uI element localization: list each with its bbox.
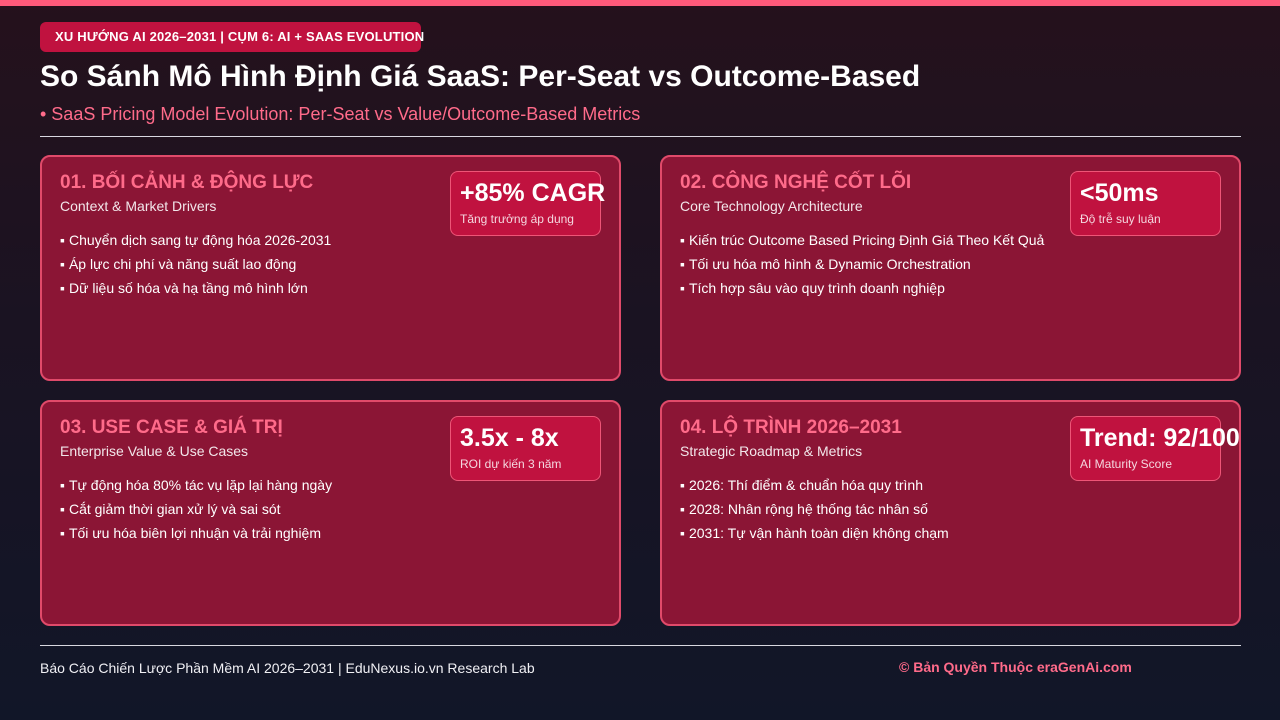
card-subtitle: Core Technology Architecture (680, 198, 863, 214)
list-item: ▪ 2031: Tự vận hành toàn diện không chạm (680, 525, 949, 541)
card-context: 01. BỐI CẢNH & ĐỘNG LỰC Context & Market… (40, 155, 621, 381)
metric-label: AI Maturity Score (1080, 457, 1173, 471)
list-item: ▪ Tự động hóa 80% tác vụ lặp lại hàng ngà… (60, 477, 333, 493)
metric-value: <50ms (1080, 179, 1159, 207)
metric-value: 3.5x - 8x (460, 424, 559, 452)
bullet-icon: ▪ (60, 477, 65, 493)
list-item: ▪ Chuyển dịch sang tự động hóa 2026-2031 (60, 232, 332, 248)
card-title: 01. BỐI CẢNH & ĐỘNG LỰC (60, 172, 314, 193)
card-subtitle: Strategic Roadmap & Metrics (680, 443, 863, 459)
bullet-icon: ▪ (680, 256, 685, 272)
card-bullet-list: ▪ Kiến trúc Outcome Based Pricing Định Gi… (680, 228, 1044, 300)
metric-label: ROI dự kiến 3 năm (460, 457, 562, 471)
list-item: ▪ 2028: Nhân rộng hệ thống tác nhân số (680, 501, 928, 517)
page-subtitle: • SaaS Pricing Model Evolution: Per-Seat… (40, 104, 641, 124)
bullet-icon: ▪ (60, 525, 65, 541)
card-roadmap: 04. LỘ TRÌNH 2026–2031 Strategic Roadmap… (660, 400, 1241, 626)
metric-value: +85% CAGR (460, 179, 606, 207)
card-title: 02. CÔNG NGHỆ CỐT LÕI (680, 172, 912, 193)
metric-badge: 3.5x - 8x ROI dự kiến 3 năm (450, 416, 601, 481)
card-bullet-list: ▪ 2026: Thí điểm & chuẩn hóa quy trình ▪ 2… (680, 473, 949, 545)
card-bullet-list: ▪ Tự động hóa 80% tác vụ lặp lại hàng ngà… (60, 473, 332, 545)
list-item: ▪ 2026: Thí điểm & chuẩn hóa quy trình (680, 477, 923, 493)
footer-copyright: © Bản Quyền Thuộc eraGenAi.com (899, 659, 1132, 675)
list-item: ▪ Tích hợp sâu vào quy trình doanh nghiệp (680, 280, 945, 296)
bullet-icon: ▪ (680, 525, 685, 541)
bullet-icon: ▪ (60, 232, 65, 248)
page-title: So Sánh Mô Hình Định Giá SaaS: Per-Seat … (40, 60, 921, 93)
metric-value: Trend: 92/100 (1080, 424, 1240, 452)
card-title: 04. LỘ TRÌNH 2026–2031 (680, 417, 902, 438)
card-subtitle: Enterprise Value & Use Cases (60, 443, 249, 459)
card-title: 03. USE CASE & GIÁ TRỊ (60, 417, 283, 438)
footer-report-credit: Báo Cáo Chiến Lược Phần Mềm AI 2026–2031… (40, 660, 535, 676)
list-item: ▪ Áp lực chi phí và năng suất lao động (60, 256, 297, 272)
bullet-icon: ▪ (680, 477, 685, 493)
bullet-icon: ▪ (680, 232, 685, 248)
top-accent-bar (0, 0, 1280, 6)
footer-divider (40, 645, 1241, 646)
list-item: ▪ Tối ưu hóa biên lợi nhuận và trải nghiệ… (60, 525, 322, 541)
list-item: ▪ Kiến trúc Outcome Based Pricing Định Gi… (680, 232, 1045, 248)
metric-label: Độ trễ suy luận (1080, 212, 1161, 226)
card-use-case: 03. USE CASE & GIÁ TRỊ Enterprise Value … (40, 400, 621, 626)
list-item: ▪ Cắt giảm thời gian xử lý và sai sót (60, 501, 281, 517)
list-item: ▪ Tối ưu hóa mô hình & Dynamic Orchestrat… (680, 256, 971, 272)
card-subtitle: Context & Market Drivers (60, 198, 217, 214)
metric-badge: <50ms Độ trễ suy luận (1070, 171, 1221, 236)
metric-badge: Trend: 92/100 AI Maturity Score (1070, 416, 1240, 481)
section-tag: XU HƯỚNG AI 2026–2031 | CỤM 6: AI + SAAS… (40, 22, 424, 52)
bullet-icon: ▪ (60, 280, 65, 296)
list-item: ▪ Dữ liệu số hóa và hạ tầng mô hình lớn (60, 280, 308, 296)
header-divider (40, 136, 1241, 137)
bullet-icon: ▪ (60, 501, 65, 517)
bullet-icon: ▪ (60, 256, 65, 272)
bullet-icon: ▪ (680, 501, 685, 517)
card-core-technology: 02. CÔNG NGHỆ CỐT LÕI Core Technology Ar… (660, 155, 1241, 381)
metric-badge: +85% CAGR Tăng trưởng áp dụng (450, 171, 605, 236)
metric-label: Tăng trưởng áp dụng (460, 212, 574, 226)
bullet-icon: ▪ (680, 280, 685, 296)
card-bullet-list: ▪ Chuyển dịch sang tự động hóa 2026-2031 … (60, 228, 331, 300)
